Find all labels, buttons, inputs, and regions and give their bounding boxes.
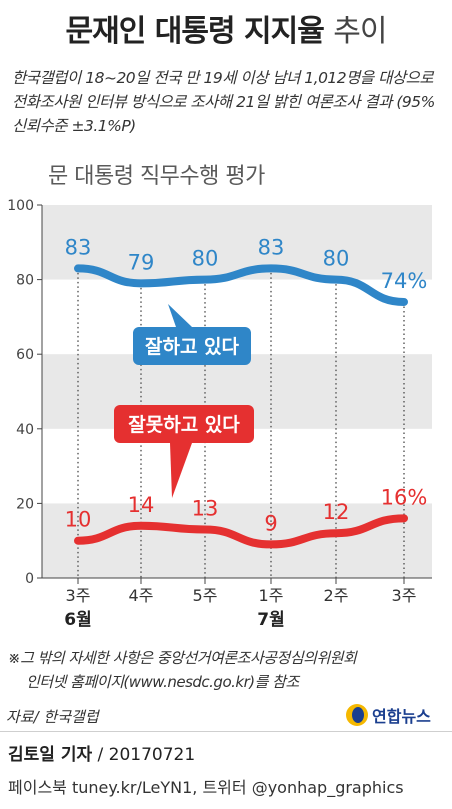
yonhap-logo-icon	[346, 704, 368, 726]
x-tick-label: 4주	[129, 586, 154, 605]
data-label: 12	[323, 500, 350, 524]
data-label: 74%	[381, 269, 428, 293]
footnote-line-1: ※그 밖의 자세한 사항은 중앙선거여론조사공정심의위원회	[8, 649, 357, 667]
month-label: 6월	[64, 610, 91, 630]
social-links: 페이스북 tuney.kr/LeYN1, 트위터 @yonhap_graphic…	[8, 778, 404, 797]
data-label: 9	[264, 511, 277, 535]
chart-title: 문 대통령 직무수행 평가	[48, 164, 265, 189]
x-tick-label: 3주	[66, 586, 91, 605]
approval-chart: 0 20 40 60 80 100 3주 4주 5주 1주 2주 3주 6월 7월 83 79 80 83 80 74…	[7, 198, 432, 630]
footnote-line-2: 인터넷 홈페이지(www.nesdc.go.kr)를 참조	[26, 673, 299, 691]
y-tick-label: 60	[16, 347, 34, 363]
data-label: 80	[192, 247, 219, 271]
positive-callout-box	[133, 327, 251, 365]
y-tick-label: 0	[25, 571, 34, 587]
positive-series-line	[74, 264, 408, 306]
subtitle: 한국갤럽이 18~20일 전국 만 19세 이상 남녀 1,012명을 대상으로…	[12, 69, 435, 135]
y-tick-label: 100	[7, 198, 34, 214]
title-light: 추이	[333, 14, 387, 49]
data-label: 16%	[381, 485, 428, 509]
divider	[0, 731, 452, 732]
negative-callout-text: 잘못하고 있다	[128, 414, 240, 436]
negative-series-line	[74, 514, 408, 549]
page-title: 문재인 대통령 지지율 추이	[0, 6, 452, 50]
x-tick-label: 1주	[259, 586, 284, 605]
x-tick-label: 3주	[392, 586, 417, 605]
negative-callout-tail	[170, 443, 192, 498]
y-tick-label: 20	[16, 496, 34, 512]
reporter-name: 김토일 기자	[8, 745, 93, 765]
data-label: 80	[323, 247, 350, 271]
data-label: 83	[258, 235, 285, 259]
source-label: 자료/ 한국갤럽	[6, 708, 99, 726]
logo-text: 연합뉴스	[372, 707, 431, 726]
y-tick-label: 80	[16, 273, 34, 289]
yonhap-logo: 연합뉴스	[346, 703, 431, 727]
title-bold: 문재인 대통령 지지율	[65, 14, 325, 49]
byline: 김토일 기자 / 20170721	[8, 740, 195, 765]
data-label: 79	[128, 250, 155, 274]
negative-callout-box	[114, 405, 254, 443]
data-label: 13	[192, 497, 219, 521]
footnote: ※그 밖의 자세한 사항은 중앙선거여론조사공정심의위원회 인터넷 홈페이지(w…	[8, 646, 448, 694]
positive-callout-tail	[168, 304, 192, 327]
positive-callout-text: 잘하고 있다	[145, 336, 240, 358]
month-label: 7월	[257, 610, 284, 630]
data-label: 83	[65, 235, 92, 259]
data-label: 10	[65, 508, 92, 532]
data-label: 14	[128, 493, 155, 517]
x-tick-label: 5주	[193, 586, 218, 605]
publish-date: / 20170721	[97, 745, 196, 765]
x-tick-label: 2주	[324, 586, 349, 605]
grid-band	[42, 205, 432, 280]
y-tick-label: 40	[16, 422, 34, 438]
